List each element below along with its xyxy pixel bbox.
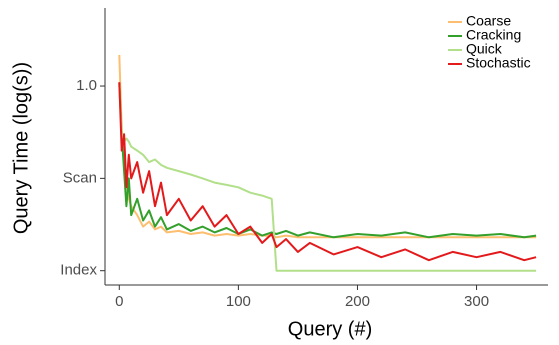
x-tick-label: 300 <box>464 293 489 310</box>
y-tick-label: Scan <box>63 169 97 186</box>
legend-label: Cracking <box>466 27 521 43</box>
legend-label: Coarse <box>466 13 511 29</box>
legend-label: Quick <box>466 41 503 57</box>
x-tick-label: 100 <box>226 293 251 310</box>
series-line <box>118 54 537 239</box>
y-tick-label: Index <box>60 262 97 279</box>
x-tick-label: 200 <box>345 293 370 310</box>
series-line <box>118 82 537 239</box>
y-tick-label: 1.0 <box>76 77 97 94</box>
series-line <box>118 85 537 272</box>
y-axis-label: Query Time (log(s)) <box>10 62 32 234</box>
legend-label: Stochastic <box>466 55 531 71</box>
series-line <box>118 82 537 262</box>
x-tick-label: 0 <box>115 293 123 310</box>
x-axis-label: Query (#) <box>288 318 372 340</box>
